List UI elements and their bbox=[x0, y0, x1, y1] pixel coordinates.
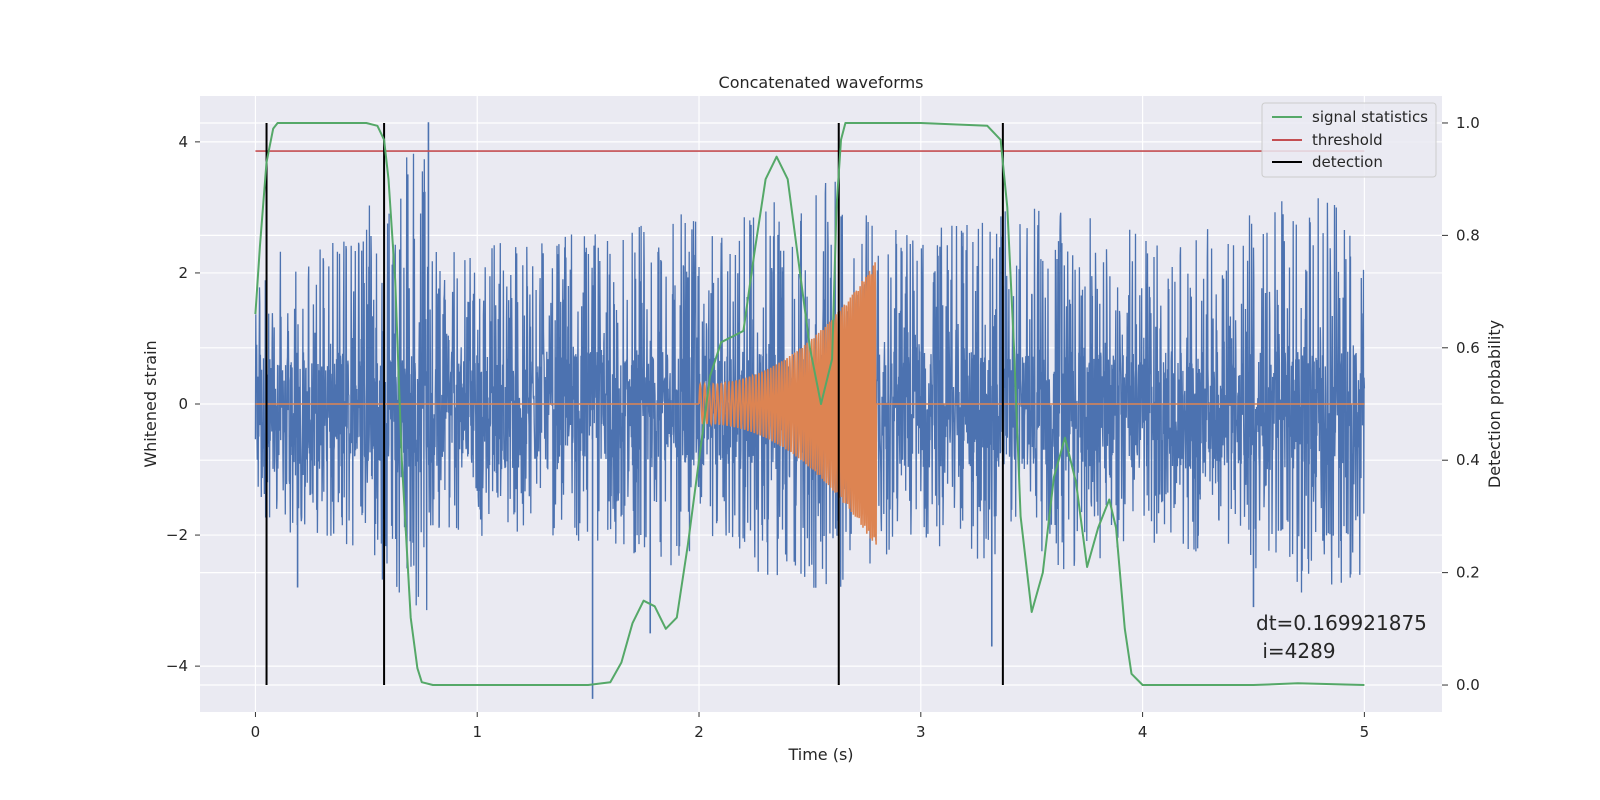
series-layer bbox=[254, 122, 1366, 699]
chart-title: Concatenated waveforms bbox=[719, 73, 924, 92]
x-tick-label-0: 0 bbox=[251, 723, 261, 741]
legend-label-signal-statistics: signal statistics bbox=[1312, 108, 1428, 126]
y-axis-label: Whitened strain bbox=[141, 340, 160, 467]
x-tick-label-4: 4 bbox=[1138, 723, 1148, 741]
x-tick-label-5: 5 bbox=[1360, 723, 1370, 741]
legend: signal statistics threshold detection bbox=[1261, 102, 1437, 178]
legend-label-threshold: threshold bbox=[1312, 131, 1383, 149]
y2-tick-label-4: 0.8 bbox=[1456, 226, 1480, 244]
series-template-line bbox=[255, 262, 1365, 545]
y-tick-label-1: −2 bbox=[166, 526, 188, 544]
series-signal-statistics-line bbox=[254, 122, 1365, 686]
y2-tick-label-5: 1.0 bbox=[1456, 114, 1480, 132]
ticks-layer: 0 1 2 3 4 5 −4 −2 0 2 4 0.0 0.2 0.4 0.6 0.8 1.0 bbox=[166, 114, 1480, 741]
y-tick-label-2: 0 bbox=[178, 395, 188, 413]
y2-tick-label-2: 0.4 bbox=[1456, 451, 1480, 469]
legend-box bbox=[1261, 102, 1437, 178]
x-tick-label-3: 3 bbox=[916, 723, 926, 741]
legend-label-detection: detection bbox=[1312, 153, 1383, 171]
annotation-dt: dt=0.169921875 bbox=[1256, 611, 1427, 635]
x-tick-label-1: 1 bbox=[472, 723, 482, 741]
y2-tick-label-0: 0.0 bbox=[1456, 676, 1480, 694]
x-tick-label-2: 2 bbox=[694, 723, 704, 741]
y2-axis-label: Detection probability bbox=[1485, 320, 1504, 488]
y2-tick-label-1: 0.2 bbox=[1456, 564, 1480, 582]
y-tick-label-0: −4 bbox=[166, 657, 188, 675]
x-axis-label: Time (s) bbox=[787, 745, 853, 764]
y-tick-label-4: 4 bbox=[178, 133, 188, 151]
y-tick-label-3: 2 bbox=[178, 264, 188, 282]
y2-tick-label-3: 0.6 bbox=[1456, 339, 1480, 357]
annotation-i: i=4289 bbox=[1256, 639, 1336, 663]
